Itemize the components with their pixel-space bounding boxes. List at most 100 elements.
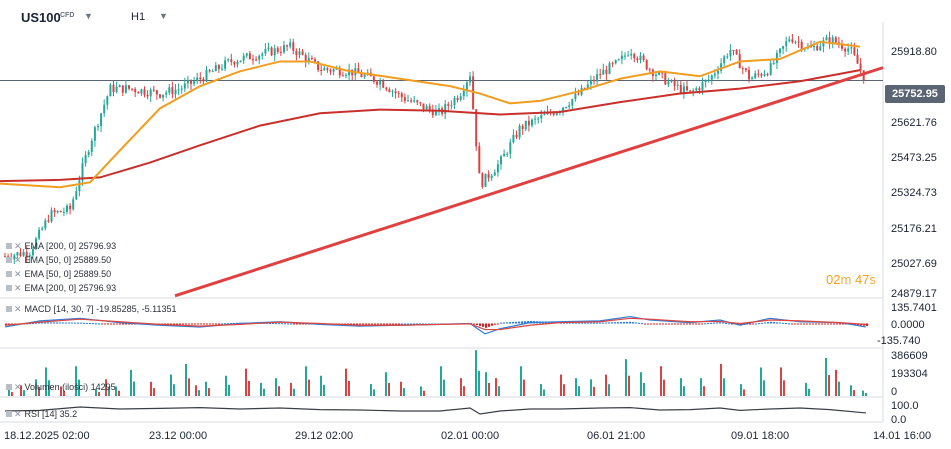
macd-legend[interactable]: ✕ MACD [14, 30, 7] -19.85285, -5.11351 — [6, 304, 177, 315]
candle-body — [695, 88, 698, 91]
macd-histogram-bar — [614, 322, 617, 324]
volume-bar — [835, 369, 837, 396]
candle-body — [301, 51, 304, 55]
legend-settings-icon[interactable] — [6, 285, 12, 291]
candle-body — [431, 109, 434, 116]
volume-bar — [743, 389, 745, 396]
volume-bar — [488, 382, 490, 396]
candle-body — [689, 90, 692, 92]
candle-body — [757, 73, 760, 75]
candle-body — [159, 94, 161, 98]
candle-body — [586, 84, 589, 90]
legend-ema-50-b[interactable]: ✕ EMA [50, 0] 25889.50 — [6, 269, 111, 280]
symbol-label[interactable]: US100 — [21, 10, 61, 25]
candle-body — [630, 53, 633, 56]
candle-body — [112, 84, 115, 93]
close-icon[interactable]: ✕ — [14, 304, 22, 314]
candle-body — [624, 55, 626, 57]
close-icon[interactable]: ✕ — [14, 241, 22, 251]
candle-body — [509, 142, 512, 154]
macd-histogram-bar — [410, 323, 413, 325]
legend-settings-icon[interactable] — [6, 257, 12, 263]
chevron-down-icon[interactable]: ▼ — [159, 11, 168, 21]
macd-histogram-bar — [575, 322, 578, 324]
legend-ema-50-a[interactable]: ✕ EMA [50, 0] 25889.50 — [6, 255, 111, 266]
volume-bar — [498, 386, 500, 396]
ema-50-line — [0, 40, 861, 189]
candle-body — [379, 80, 382, 85]
candle-body — [255, 59, 258, 61]
macd-histogram-bar — [767, 322, 770, 324]
candle-body — [639, 55, 642, 61]
rsi-legend[interactable]: ✕ RSI [14] 35.2 — [6, 409, 77, 420]
macd-histogram-bar — [794, 323, 797, 325]
candle-body — [627, 55, 630, 57]
candle-body — [335, 68, 338, 70]
macd-histogram-bar — [275, 323, 278, 325]
candle-body — [763, 73, 766, 76]
volume-bar — [278, 386, 280, 396]
timeframe-label[interactable]: H1 — [131, 11, 146, 23]
close-icon[interactable]: ✕ — [14, 409, 22, 419]
candle-body — [645, 59, 648, 70]
volume-bar — [760, 367, 762, 396]
macd-histogram-bar — [221, 323, 224, 325]
legend-settings-icon[interactable] — [6, 384, 12, 390]
candle-body — [782, 46, 785, 49]
candle-body — [434, 109, 437, 116]
macd-histogram-bar — [593, 322, 596, 324]
close-icon[interactable]: ✕ — [14, 255, 22, 265]
macd-histogram-bar — [527, 321, 530, 324]
volume-bar — [605, 374, 607, 396]
candle-body — [109, 84, 112, 97]
macd-histogram-bar — [764, 322, 767, 324]
candle-body — [295, 50, 298, 56]
macd-histogram-bar — [758, 323, 761, 325]
macd-histogram-bar — [707, 323, 710, 325]
volume-legend[interactable]: ✕ Volumen (ilości) 14295 — [6, 382, 116, 393]
macd-histogram-bar — [728, 323, 731, 325]
candle-body — [53, 210, 56, 213]
legend-settings-icon[interactable] — [6, 306, 12, 312]
candle-body — [174, 89, 177, 95]
candle-body — [180, 88, 183, 90]
time-axis-label: 06.01 21:00 — [587, 430, 646, 442]
volume-bar — [660, 366, 662, 396]
volume-bar — [293, 388, 295, 396]
macd-histogram-bar — [182, 323, 185, 325]
countdown-minutes: 02 — [826, 272, 841, 287]
macd-histogram-bar — [116, 323, 119, 325]
candle-body — [258, 55, 261, 60]
candle-body — [41, 228, 44, 230]
candle-body — [602, 69, 605, 75]
volume-bar — [153, 388, 155, 396]
candle-body — [31, 249, 34, 256]
volume-bar — [63, 390, 65, 396]
macd-histogram-bar — [209, 323, 212, 325]
macd-histogram-bar — [278, 323, 281, 325]
volume-bar — [345, 368, 347, 396]
candle-body — [791, 39, 794, 43]
legend-ema-200-b[interactable]: ✕ EMA [200, 0] 25796.93 — [6, 283, 116, 294]
close-icon[interactable]: ✕ — [14, 269, 22, 279]
legend-settings-icon[interactable] — [6, 243, 12, 249]
legend-settings-icon[interactable] — [6, 411, 12, 417]
macd-histogram-bar — [359, 323, 362, 325]
macd-histogram-bar — [632, 322, 635, 324]
candle-body — [568, 105, 571, 108]
macd-histogram-bar — [41, 322, 44, 324]
chevron-down-icon[interactable]: ▼ — [84, 11, 93, 21]
candle-body — [670, 80, 673, 82]
macd-histogram-bar — [671, 323, 674, 325]
macd-histogram-bar — [599, 322, 602, 324]
candle-body — [490, 175, 493, 178]
macd-histogram-bar — [650, 323, 653, 325]
legend-ema-200-a[interactable]: ✕ EMA [200, 0] 25796.93 — [6, 241, 116, 252]
price-axis-label: 25027.69 — [891, 258, 937, 270]
close-icon[interactable]: ✕ — [14, 382, 22, 392]
legend-settings-icon[interactable] — [6, 271, 12, 277]
close-icon[interactable]: ✕ — [14, 283, 22, 293]
candle-body — [400, 93, 403, 98]
volume-bar — [625, 359, 627, 396]
